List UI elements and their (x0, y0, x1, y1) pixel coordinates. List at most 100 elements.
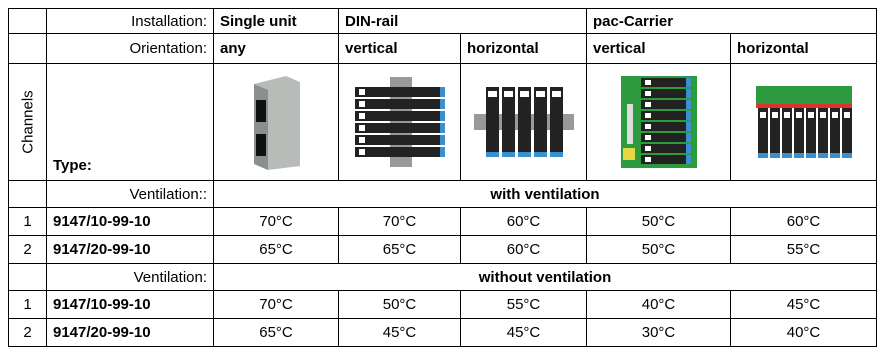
cell-text: 2 (23, 324, 32, 341)
section-title: with ventilation (213, 180, 877, 208)
cell-text: 55°C (506, 296, 541, 313)
table-cell (8, 8, 47, 34)
cell-text: 9147/20-99-10 (53, 324, 151, 341)
cell-text: 60°C (506, 241, 541, 258)
cell-text: 50°C (382, 296, 417, 313)
row-label: Type: (46, 63, 214, 181)
temperature: 60°C (730, 207, 877, 236)
temperature: 65°C (338, 235, 461, 264)
table-row: Orientation: any vertical horizontal vertica… (8, 33, 877, 64)
row-label: Orientation: (46, 33, 214, 64)
column-header: Single unit (213, 8, 339, 34)
cell-text: 60°C (786, 213, 821, 230)
cell-text: vertical (345, 40, 398, 57)
rotated-label: Channels (8, 63, 47, 181)
type-code: 9147/20-99-10 (46, 318, 214, 347)
module-illustration (254, 76, 300, 170)
column-header: pac-Carrier (586, 8, 877, 34)
cell-text: 45°C (786, 296, 821, 313)
channel-number: 2 (8, 235, 47, 264)
column-header: vertical (586, 33, 731, 64)
module-illustration (755, 86, 852, 158)
table-row: 2 9147/20-99-10 65°C 45°C 45°C 30°C 40°C (8, 318, 877, 347)
temperature: 40°C (586, 290, 731, 319)
temperature: 55°C (460, 290, 587, 319)
module-illustration (473, 87, 574, 157)
cell-text: horizontal (467, 40, 539, 57)
type-code: 9147/20-99-10 (46, 235, 214, 264)
cell-text: 60°C (506, 213, 541, 230)
temperature: 60°C (460, 207, 587, 236)
cell-text: 9147/10-99-10 (53, 296, 151, 313)
temperature: 45°C (338, 318, 461, 347)
row-label: Ventilation: (46, 263, 214, 291)
product-image (730, 63, 877, 181)
column-header: any (213, 33, 339, 64)
cell-text: 1 (23, 213, 32, 230)
row-label: Ventilation:: (46, 180, 214, 208)
cell-text: Ventilation:: (129, 185, 207, 203)
table-row: 1 9147/10-99-10 70°C 70°C 60°C 50°C 60°C (8, 207, 877, 236)
table-row: 1 9147/10-99-10 70°C 50°C 55°C 40°C 45°C (8, 290, 877, 319)
table-row: 2 9147/20-99-10 65°C 65°C 60°C 50°C 55°C (8, 235, 877, 264)
cell-text: Single unit (220, 12, 297, 30)
temperature: 45°C (460, 318, 587, 347)
temperature: 55°C (730, 235, 877, 264)
cell-text: 65°C (259, 241, 293, 258)
cell-text: 65°C (382, 241, 417, 258)
table-cell (8, 180, 47, 208)
cell-text: 40°C (641, 296, 676, 313)
cell-text: 45°C (382, 324, 417, 341)
cell-text: 9147/20-99-10 (53, 241, 151, 258)
cell-text: with ventilation (490, 185, 600, 203)
product-image (460, 63, 587, 181)
table-cell (8, 263, 47, 291)
cell-text: 30°C (641, 324, 676, 341)
cell-text: without ventilation (478, 268, 612, 286)
module-illustration (354, 77, 445, 167)
table-row: Installation: Single unit DIN-rail pac-Carr… (8, 8, 877, 34)
column-header: horizontal (460, 33, 587, 64)
cell-text: Ventilation: (133, 268, 207, 286)
type-code: 9147/10-99-10 (46, 207, 214, 236)
cell-text: 50°C (641, 241, 676, 258)
temperature: 40°C (730, 318, 877, 347)
cell-text: 2 (23, 241, 32, 258)
cell-text: 1 (23, 296, 32, 313)
cell-text: 50°C (641, 213, 676, 230)
temperature: 45°C (730, 290, 877, 319)
row-label: Installation: (46, 8, 214, 34)
column-header: DIN-rail (338, 8, 587, 34)
product-image (586, 63, 731, 181)
cell-text: 45°C (506, 324, 541, 341)
temperature: 70°C (213, 207, 339, 236)
cell-text: Type: (53, 157, 92, 174)
section-title: without ventilation (213, 263, 877, 291)
channel-number: 1 (8, 207, 47, 236)
table-cell (8, 33, 47, 64)
cell-text: horizontal (737, 40, 809, 57)
table-container: Installation: Single unit DIN-rail pac-Carr… (8, 8, 877, 347)
temperature: 65°C (213, 235, 339, 264)
temperature: 70°C (213, 290, 339, 319)
column-header: vertical (338, 33, 461, 64)
temperature: 50°C (586, 207, 731, 236)
temperature: 60°C (460, 235, 587, 264)
cell-text: 70°C (382, 213, 417, 230)
cell-text: 9147/10-99-10 (53, 213, 151, 230)
temperature: 70°C (338, 207, 461, 236)
cell-text: Channels (19, 90, 36, 154)
table-row: Channels Type: (8, 63, 877, 181)
cell-text: pac-Carrier (593, 12, 674, 30)
cell-text: DIN-rail (345, 12, 399, 30)
product-image (213, 63, 339, 181)
cell-text: 40°C (786, 324, 821, 341)
temperature: 65°C (213, 318, 339, 347)
cell-text: 55°C (786, 241, 821, 258)
temperature: 30°C (586, 318, 731, 347)
cell-text: any (220, 40, 246, 57)
table-row: Ventilation:: with ventilation (8, 180, 877, 208)
temperature-table: Installation: Single unit DIN-rail pac-Carr… (8, 8, 877, 347)
cell-text: 65°C (259, 324, 293, 341)
cell-text: vertical (593, 40, 646, 57)
